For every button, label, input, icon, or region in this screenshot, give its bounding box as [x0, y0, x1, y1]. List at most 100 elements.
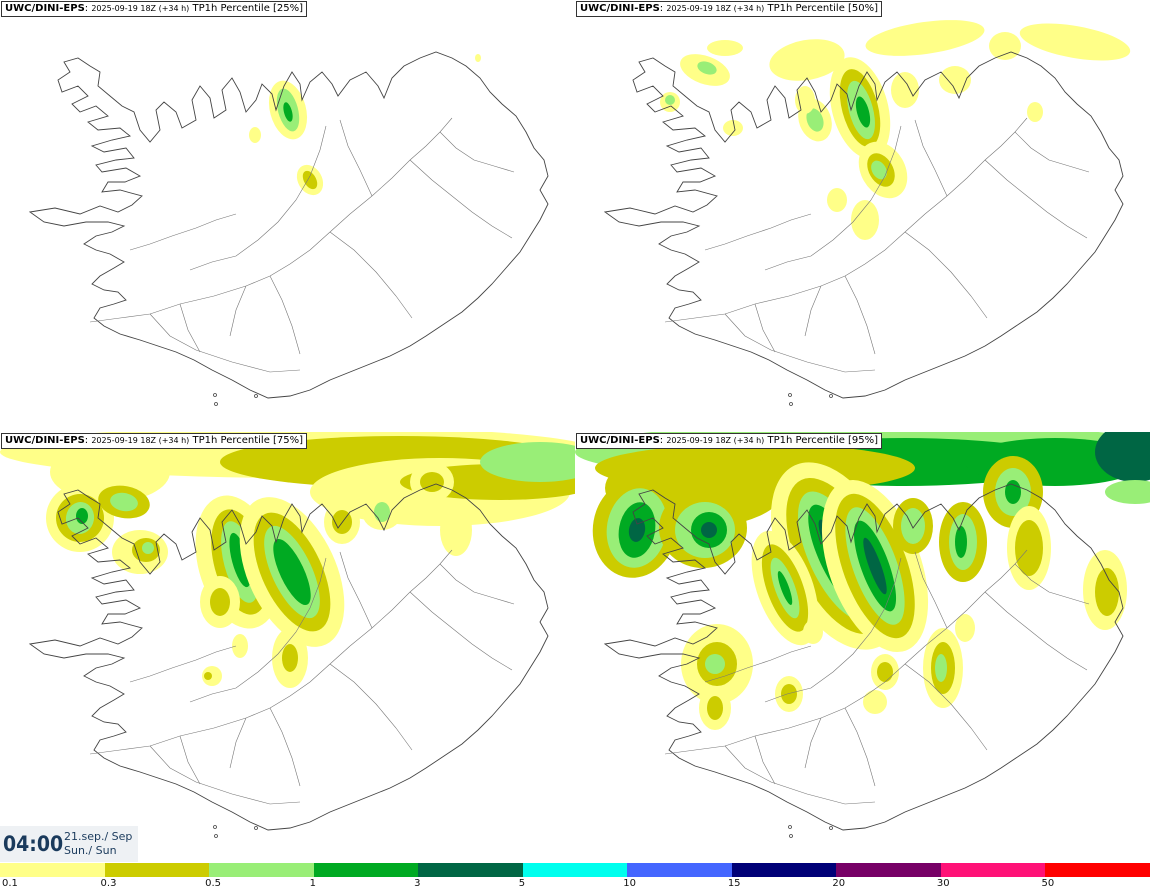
- precip-area: [955, 614, 975, 642]
- panel-title: UWC/DINI-EPS: 2025-09-19 18Z (+34 h) TP1…: [1, 1, 308, 17]
- panel-title: UWC/DINI-EPS: 2025-09-19 18Z (+34 h) TP1…: [576, 1, 883, 17]
- precip-area: [1105, 480, 1150, 504]
- island: [789, 834, 793, 838]
- precip-area: [1027, 102, 1043, 122]
- road-line: [764, 557, 902, 703]
- valid-time-box: 04:00 21.sep./ Sep Sun./ Sun: [0, 826, 138, 862]
- precip-area: [249, 127, 261, 143]
- road-line: [984, 591, 1088, 671]
- island: [829, 826, 833, 830]
- map-panel-p50: UWC/DINI-EPS: 2025-09-19 18Z (+34 h) TP1…: [575, 0, 1150, 432]
- island: [213, 825, 217, 829]
- precipitation-field: [0, 432, 575, 688]
- legend-swatch: [313, 863, 419, 877]
- precip-area: [891, 72, 919, 108]
- island: [214, 402, 218, 406]
- precip-area: [420, 472, 444, 492]
- road-line: [664, 549, 1028, 755]
- road-line: [149, 313, 301, 373]
- valid-date-line1: 21.sep./ Sep: [64, 830, 133, 843]
- road-line: [149, 745, 301, 805]
- road-line: [269, 275, 301, 355]
- road-line: [329, 663, 413, 751]
- legend-label: 20: [832, 878, 846, 889]
- legend-label: 0.1: [2, 878, 18, 889]
- precip-area: [803, 620, 823, 644]
- precipitation-field: [660, 20, 1131, 240]
- precip-area: [795, 86, 815, 114]
- precip-area: [204, 672, 212, 680]
- precipitation-field: [575, 432, 1150, 730]
- precip-area: [229, 532, 251, 588]
- precip-area: [989, 32, 1021, 60]
- precip-area: [210, 588, 230, 616]
- road-line: [339, 551, 373, 629]
- legend-swatch: [522, 863, 628, 877]
- precip-area: [475, 54, 481, 62]
- road-line: [844, 707, 876, 787]
- road-line: [339, 119, 373, 197]
- precip-area: [863, 690, 887, 714]
- legend-label: 0.5: [205, 878, 221, 889]
- island: [789, 402, 793, 406]
- road-line: [129, 645, 237, 683]
- island: [788, 825, 792, 829]
- map-panel-p95: UWC/DINI-EPS: 2025-09-19 18Z (+34 h) TP1…: [575, 432, 1150, 864]
- precipitation-field: [249, 54, 481, 196]
- coastline: [28, 483, 549, 831]
- precip-area: [1095, 568, 1119, 616]
- road-line: [129, 213, 237, 251]
- road-line: [409, 159, 513, 239]
- road-line: [439, 563, 515, 605]
- coastline: [603, 483, 1124, 831]
- precip-area: [723, 120, 743, 136]
- precip-area: [827, 188, 847, 212]
- road-line: [229, 285, 247, 337]
- legend-swatch: [209, 863, 315, 877]
- legend-label: 10: [623, 878, 636, 889]
- precip-area: [777, 571, 793, 605]
- road-line: [229, 717, 247, 769]
- precip-area: [935, 654, 947, 682]
- precip-area: [480, 442, 575, 482]
- precip-area: [781, 684, 797, 704]
- road-line: [179, 303, 201, 353]
- road-line: [984, 159, 1088, 239]
- legend-label: 50: [1041, 878, 1055, 889]
- legend-label: 30: [936, 878, 950, 889]
- precip-area: [863, 537, 887, 595]
- road-line: [724, 313, 876, 373]
- valid-date-line2: Sun./ Sun: [64, 844, 117, 857]
- precip-area: [851, 200, 879, 240]
- coastline: [603, 51, 1124, 399]
- road-line: [754, 303, 776, 353]
- island: [213, 393, 217, 397]
- road-line: [764, 125, 902, 271]
- map-panel-p25: UWC/DINI-EPS: 2025-09-19 18Z (+34 h) TP1…: [0, 0, 575, 432]
- map-panel-p75: UWC/DINI-EPS: 2025-09-19 18Z (+34 h) TP1…: [0, 432, 575, 864]
- precip-area: [374, 502, 390, 522]
- precip-area: [283, 102, 293, 122]
- precip-area: [232, 634, 248, 658]
- precip-area: [865, 20, 985, 56]
- precip-area: [1095, 432, 1150, 482]
- precip-area: [440, 504, 472, 556]
- road-line: [844, 275, 876, 355]
- road-line: [754, 735, 776, 785]
- precip-area: [855, 96, 871, 128]
- precip-area: [1015, 520, 1043, 576]
- precip-area: [273, 538, 311, 606]
- precip-area: [628, 518, 646, 542]
- road-line: [89, 549, 453, 755]
- precip-area: [705, 654, 725, 674]
- legend-label: 5: [518, 878, 526, 889]
- precip-area: [707, 40, 743, 56]
- precip-area: [302, 170, 318, 190]
- road-line: [1014, 563, 1090, 605]
- road-line: [704, 213, 812, 251]
- valid-time: 04:00: [3, 832, 64, 856]
- island: [829, 394, 833, 398]
- road-line: [189, 557, 327, 703]
- island: [254, 826, 258, 830]
- legend-swatch: [0, 863, 106, 877]
